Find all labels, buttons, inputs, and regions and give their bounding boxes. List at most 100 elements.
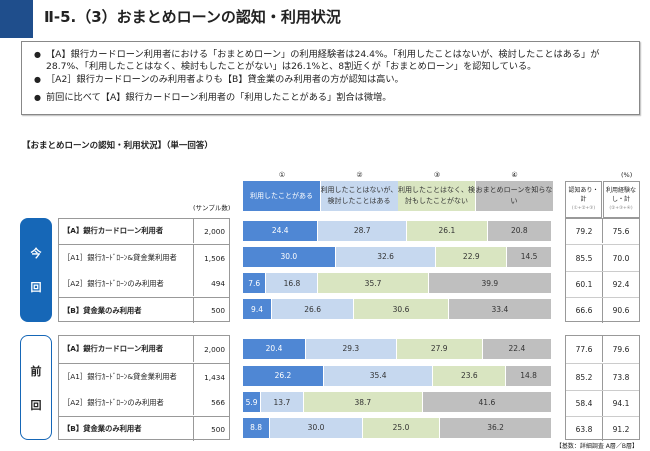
bar-segment-3: 27.9 <box>396 338 483 359</box>
bar-segment-4: 14.5 <box>507 246 552 267</box>
aware-total: 58.4 <box>566 391 603 416</box>
legend-header-3: 利用したことはなく、検討もしたことがない <box>398 181 475 211</box>
table-row: ［A2］銀行ｶｰﾄﾞﾛｰﾝのみ利用者 566 <box>59 390 229 415</box>
bar-segment-2: 13.7 <box>261 392 304 412</box>
table-row: ［A1］銀行ｶｰﾄﾞﾛｰﾝ&貸金業利用者 1,506 <box>59 244 229 271</box>
row-label: ［A1］銀行ｶｰﾄﾞﾛｰﾝ&貸金業利用者 <box>59 364 194 390</box>
sample-size: 500 <box>211 424 225 434</box>
series-number: ③ <box>433 171 441 179</box>
summary-bullet: 前回に比べて【A】銀行カードローン利用者の「利用したことがある」割合は微増。 <box>34 92 391 104</box>
not-used-total: 73.8 <box>612 372 630 382</box>
period-label-char: 回 <box>30 281 42 294</box>
stacked-bar: 26.2 35.4 23.6 14.8 <box>243 365 552 386</box>
bar-segment-1: 8.8 <box>243 417 271 438</box>
period-label-char: 前 <box>30 364 42 378</box>
bar-segment-2: 28.7 <box>318 220 408 241</box>
row-label: 【A】銀行カードローン利用者 <box>59 219 194 243</box>
bar-segment-4: 33.4 <box>448 299 552 319</box>
summary-column-formula: (②+③+④) <box>609 206 633 211</box>
bar-segment-1: 7.6 <box>243 273 267 293</box>
sample-size: 1,506 <box>204 253 225 263</box>
aware-total: 66.6 <box>566 298 603 323</box>
summary-row: 66.6 90.6 <box>566 297 639 323</box>
aware-total: 77.6 <box>566 336 603 362</box>
sample-size: 2,000 <box>204 226 225 236</box>
summary-column-formula: (①+②+③) <box>571 206 596 211</box>
bar-segment-3: 38.7 <box>303 392 424 412</box>
not-used-total: 75.6 <box>612 226 630 236</box>
summary-row: 79.2 75.6 <box>566 219 639 243</box>
not-used-total: 90.6 <box>612 306 630 315</box>
summary-row: 63.8 91.2 <box>566 416 639 441</box>
sample-size: 566 <box>211 398 225 407</box>
summary-row: 85.5 70.0 <box>566 244 639 271</box>
sample-size: 1,434 <box>204 372 225 382</box>
summary-row: 60.1 92.4 <box>566 271 639 297</box>
stacked-bar: 7.6 16.8 35.7 39.9 <box>243 273 552 293</box>
table-row: 【B】貸金業のみ利用者 500 <box>59 416 229 441</box>
sample-size-label: (サンプル数) <box>193 204 231 212</box>
bar-segment-4: 41.6 <box>423 392 552 412</box>
summary-row: 85.2 73.8 <box>566 363 639 390</box>
sample-size: 500 <box>211 306 225 315</box>
legend-header-2: 利用したことはないが、検討したことはある <box>320 181 398 211</box>
chart-title: 【おまとめローンの認知・利用状況】（単一回答） <box>22 141 213 151</box>
summary-row: 58.4 94.1 <box>566 390 639 416</box>
bar-segment-2: 29.3 <box>306 338 397 359</box>
stacked-bar: 8.8 30.0 25.0 36.2 <box>243 417 552 438</box>
aware-total: 60.1 <box>566 272 603 297</box>
bar-segment-3: 30.6 <box>354 299 449 319</box>
bar-segment-4: 14.8 <box>506 365 552 386</box>
summary-bullet: 【A】銀行カードローン利用者における「おまとめローン」の利用経験者は24.4%。… <box>34 49 626 73</box>
row-label: 【B】貸金業のみ利用者 <box>59 298 194 323</box>
summary-row: 77.6 79.6 <box>566 336 639 362</box>
summary-box: 【A】銀行カードローン利用者における「おまとめローン」の利用経験者は24.4%。… <box>21 41 640 115</box>
bar-segment-3: 23.6 <box>433 365 507 386</box>
bar-segment-4: 36.2 <box>440 417 552 438</box>
bar-segment-2: 26.6 <box>272 299 355 319</box>
series-number: ④ <box>511 171 518 179</box>
bar-segment-3: 25.0 <box>362 417 441 438</box>
bar-segment-4: 39.9 <box>428 273 552 293</box>
stacked-bar: 30.0 32.6 22.9 14.5 <box>243 246 552 267</box>
row-label: ［A1］銀行ｶｰﾄﾞﾛｰﾝ&貸金業利用者 <box>59 245 194 271</box>
table-row: 【B】貸金業のみ利用者 500 <box>59 297 229 323</box>
bar-segment-1: 20.4 <box>243 338 307 359</box>
aware-total: 85.2 <box>566 364 603 390</box>
summary-column-name: 利用経験なし・計 <box>605 187 636 203</box>
bar-segment-1: 9.4 <box>243 299 273 319</box>
table-row: ［A1］銀行ｶｰﾄﾞﾛｰﾝ&貸金業利用者 1,434 <box>59 363 229 390</box>
row-label: ［A2］銀行ｶｰﾄﾞﾛｰﾝのみ利用者 <box>59 390 194 415</box>
row-label: 【B】貸金業のみ利用者 <box>59 417 194 441</box>
bar-segment-4: 22.4 <box>482 338 552 359</box>
row-label: ［A2］銀行ｶｰﾄﾞﾛｰﾝのみ利用者 <box>59 271 194 296</box>
summary-column-header: 利用経験なし・計 (②+③+④) <box>602 181 640 218</box>
aware-total: 63.8 <box>566 417 603 441</box>
table-row: 【A】銀行カードローン利用者 2,000 <box>59 219 229 243</box>
bar-segment-2: 32.6 <box>335 246 437 267</box>
summary-column-header: 認知あり・計 (①+②+③) <box>565 181 602 218</box>
not-used-total: 70.0 <box>612 253 630 263</box>
sample-size: 494 <box>211 279 225 288</box>
period-label-previous: 前回 <box>20 335 52 440</box>
stacked-bar: 5.9 13.7 38.7 41.6 <box>243 392 552 412</box>
summary-column-name: 認知あり・計 <box>568 187 599 203</box>
unit-label: (%) <box>621 171 633 179</box>
summary-bullet: ［A2］銀行カードローンのみ利用者よりも【B】貸金業のみ利用者の方が認知は高い。 <box>34 74 404 86</box>
stacked-bar: 24.4 28.7 26.1 20.8 <box>243 220 552 241</box>
not-used-total: 94.1 <box>612 399 630 408</box>
bar-segment-4: 20.8 <box>487 220 552 241</box>
not-used-total: 91.2 <box>612 424 630 434</box>
title-accent-block <box>0 0 33 38</box>
stacked-bar: 9.4 26.6 30.6 33.4 <box>243 299 552 319</box>
footnote: 【基数：詳細調査 A層／B層】 <box>555 443 638 450</box>
bar-segment-1: 26.2 <box>243 365 324 386</box>
bar-segment-3: 35.7 <box>318 273 429 293</box>
legend-header-1: 利用したことがある <box>243 181 320 211</box>
bar-segment-1: 5.9 <box>243 392 262 412</box>
sample-size: 2,000 <box>204 344 225 354</box>
aware-total: 85.5 <box>566 245 603 271</box>
row-label: 【A】銀行カードローン利用者 <box>59 336 194 362</box>
legend-header-4: おまとめローンを知らない <box>475 181 553 211</box>
not-used-total: 79.6 <box>612 344 630 354</box>
